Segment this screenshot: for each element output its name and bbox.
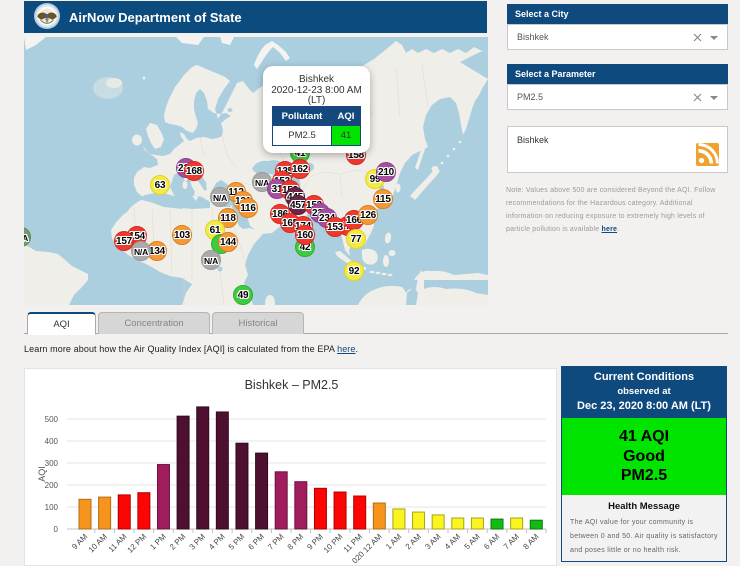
svg-text:300: 300	[45, 459, 59, 468]
svg-text:10 PM: 10 PM	[322, 532, 345, 555]
svg-text:7 AM: 7 AM	[502, 532, 521, 551]
svg-text:1 AM: 1 AM	[384, 532, 403, 551]
svg-text:11 AM: 11 AM	[107, 532, 129, 554]
svg-text:3 PM: 3 PM	[188, 532, 208, 552]
svg-text:5 PM: 5 PM	[227, 532, 247, 552]
svg-text:12 PM: 12 PM	[126, 532, 149, 555]
svg-text:100: 100	[45, 503, 59, 512]
svg-text:6 PM: 6 PM	[246, 532, 266, 552]
svg-text:AQI: AQI	[37, 466, 47, 482]
svg-text:1 PM: 1 PM	[148, 532, 168, 552]
svg-text:3 AM: 3 AM	[423, 532, 442, 551]
svg-text:10 AM: 10 AM	[87, 532, 110, 555]
svg-text:8 PM: 8 PM	[286, 532, 306, 552]
svg-text:5 AM: 5 AM	[463, 532, 482, 551]
svg-text:7 PM: 7 PM	[266, 532, 286, 552]
svg-text:4 PM: 4 PM	[207, 532, 227, 552]
svg-text:400: 400	[45, 437, 59, 446]
svg-text:4 AM: 4 AM	[443, 532, 462, 551]
svg-text:0: 0	[54, 525, 59, 534]
svg-text:2 AM: 2 AM	[404, 532, 423, 551]
svg-text:8 AM: 8 AM	[521, 532, 540, 551]
svg-text:6 AM: 6 AM	[482, 532, 501, 551]
svg-text:500: 500	[45, 415, 59, 424]
svg-text:2 PM: 2 PM	[168, 532, 188, 552]
svg-text:200: 200	[45, 481, 59, 490]
